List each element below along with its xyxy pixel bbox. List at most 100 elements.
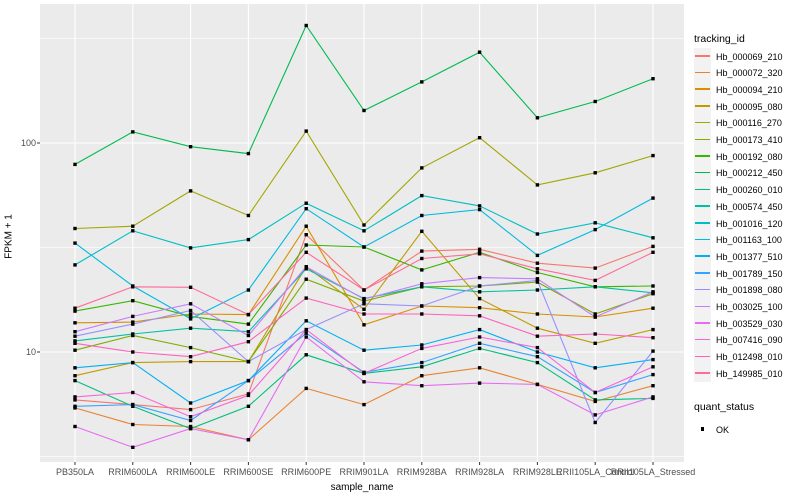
data-point-marker xyxy=(477,207,482,212)
data-point-marker xyxy=(651,153,655,158)
line-swatch-icon xyxy=(695,322,710,324)
data-point-marker xyxy=(420,304,424,308)
data-point-marker xyxy=(246,237,251,242)
data-point-marker xyxy=(535,261,540,265)
data-point-marker xyxy=(73,241,77,245)
legend-key-swatch xyxy=(694,64,711,82)
data-point-marker xyxy=(420,374,424,378)
data-point-marker xyxy=(362,402,366,407)
data-point-marker xyxy=(477,136,482,140)
data-point-marker xyxy=(73,341,77,345)
legend-title-tracking-id: tracking_id xyxy=(694,33,745,45)
line-swatch-icon xyxy=(695,305,710,308)
data-point-marker xyxy=(362,323,366,327)
data-point-marker xyxy=(420,213,424,218)
data-point-marker xyxy=(535,326,540,330)
data-point-marker xyxy=(651,336,655,340)
data-point-marker xyxy=(73,162,77,167)
data-point-marker xyxy=(362,223,366,227)
data-point-marker xyxy=(420,229,424,233)
data-point-marker xyxy=(131,314,135,319)
data-point-marker xyxy=(362,288,366,292)
data-point-marker xyxy=(535,183,540,187)
data-point-marker xyxy=(188,407,193,412)
x-tick-label-RRIM928LA: RRIM928LA xyxy=(455,467,505,477)
data-point-marker xyxy=(535,232,540,236)
data-point-marker xyxy=(304,335,308,339)
data-point-marker xyxy=(593,99,597,104)
legend-label: Hb_000072_320 xyxy=(716,68,783,79)
data-point-marker xyxy=(651,327,655,332)
data-point-marker xyxy=(73,424,77,429)
data-point-marker xyxy=(304,331,308,335)
data-point-marker xyxy=(477,252,482,256)
data-point-marker xyxy=(420,312,424,316)
data-point-marker xyxy=(593,278,597,283)
data-point-marker xyxy=(246,322,251,326)
legend-key-swatch xyxy=(694,298,711,315)
data-point-marker xyxy=(477,290,482,294)
legend-title-quant-status: quant_status xyxy=(694,401,755,413)
line-swatch-icon xyxy=(695,272,710,274)
data-point-marker xyxy=(304,386,308,391)
line-swatch-icon xyxy=(695,205,710,207)
data-point-marker xyxy=(131,360,135,365)
legend-label: Hb_000094_210 xyxy=(716,84,783,95)
data-point-marker xyxy=(651,290,655,294)
square-point-icon xyxy=(700,427,705,431)
data-point-marker xyxy=(131,445,135,449)
data-point-marker xyxy=(304,243,308,247)
data-point-marker xyxy=(477,50,482,54)
data-point-marker xyxy=(362,299,366,303)
legend-label: Hb_001789_150 xyxy=(716,268,783,279)
data-point-marker xyxy=(651,349,655,353)
x-tick-label-RRII105LA_Control: RRII105LA_Control xyxy=(556,467,635,477)
legend: tracking_id Hb_000069_210 Hb_000072_320 Hb… xyxy=(689,0,800,500)
data-point-marker xyxy=(73,395,77,399)
data-point-marker xyxy=(188,359,193,364)
data-point-marker xyxy=(73,404,77,408)
data-point-marker xyxy=(420,384,424,388)
line-swatch-icon xyxy=(695,155,710,157)
data-point-marker xyxy=(420,346,424,351)
data-point-marker xyxy=(73,374,77,378)
line-swatch-icon xyxy=(695,238,710,241)
data-point-marker xyxy=(420,249,424,253)
data-point-marker xyxy=(651,372,655,377)
data-point-marker xyxy=(188,426,193,431)
data-point-marker xyxy=(651,284,655,288)
legend-key-swatch xyxy=(694,214,711,232)
data-point-marker xyxy=(188,308,193,313)
legend-key-swatch xyxy=(694,80,711,98)
data-point-marker xyxy=(420,268,424,272)
line-swatch-icon xyxy=(695,105,710,107)
data-point-marker xyxy=(362,297,366,301)
y-tick-label-100: 100 xyxy=(20,138,36,148)
legend-key-swatch xyxy=(694,147,711,165)
data-point-marker xyxy=(73,330,77,334)
data-point-marker xyxy=(593,221,597,225)
data-point-marker xyxy=(477,381,482,385)
legend-key-swatch xyxy=(694,420,711,438)
data-point-marker xyxy=(246,330,251,334)
data-point-marker xyxy=(131,130,135,134)
data-point-marker xyxy=(535,382,540,387)
data-point-marker xyxy=(246,404,251,408)
legend-key-swatch xyxy=(694,247,711,265)
data-point-marker xyxy=(188,314,193,319)
data-point-marker xyxy=(420,360,424,365)
line-swatch-icon xyxy=(695,55,710,57)
legend-label: Hb_001016_120 xyxy=(716,218,783,229)
data-point-marker xyxy=(477,275,482,280)
data-point-marker xyxy=(420,282,424,286)
line-swatch-icon xyxy=(695,288,710,291)
data-point-marker xyxy=(535,267,540,271)
data-point-marker xyxy=(593,285,597,289)
data-point-marker xyxy=(420,365,424,369)
data-point-marker xyxy=(304,327,308,332)
x-axis-title: sample_name xyxy=(330,482,394,493)
data-point-marker xyxy=(420,343,424,347)
data-point-marker xyxy=(188,355,193,359)
data-point-marker xyxy=(593,227,597,232)
data-point-marker xyxy=(73,334,77,338)
